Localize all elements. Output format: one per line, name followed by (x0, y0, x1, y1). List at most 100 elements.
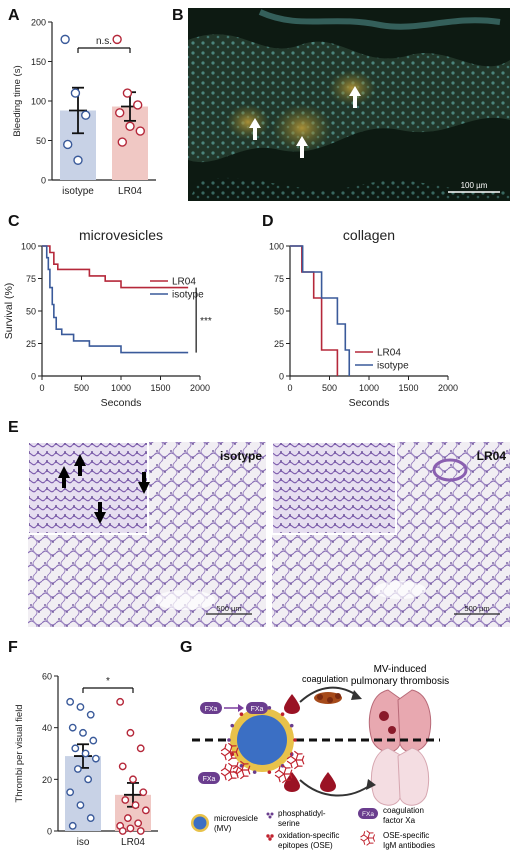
x-tick-label: 2000 (438, 383, 458, 393)
data-point (84, 775, 93, 784)
data-point (135, 126, 145, 136)
data-point (89, 736, 98, 745)
coagulation-label: coagulation (302, 674, 348, 684)
y-tick-label: 40 (42, 723, 52, 733)
data-point (112, 34, 122, 45)
igm-arm (220, 751, 231, 761)
membrane-dot (280, 712, 285, 716)
membrane-dot (227, 738, 231, 742)
x-tick-label: LR04 (121, 837, 145, 848)
data-point (86, 710, 95, 719)
clot-icon (314, 692, 342, 704)
data-point (73, 765, 82, 773)
y-tick-label: 25 (26, 339, 36, 349)
arrow-icon (58, 454, 150, 524)
data-point (76, 703, 85, 711)
data-point (129, 775, 137, 784)
data-point (131, 801, 140, 810)
igm-arm (281, 764, 291, 775)
membrane-dot (239, 712, 244, 716)
membrane-dot (230, 723, 235, 728)
legend-ose-sublabel: epitopes (OSE) (278, 841, 333, 850)
schematic-title-2: pulmonary thrombosis (351, 676, 449, 687)
y-tick-label: 150 (31, 57, 46, 67)
data-point (126, 824, 135, 833)
data-point (63, 139, 73, 150)
legend-label: LR04 (172, 277, 196, 288)
data-point (122, 88, 133, 98)
legend-ps-sublabel: serine (278, 819, 300, 828)
y-tick-label: 100 (269, 242, 284, 252)
igm-arm (232, 761, 243, 771)
data-point (136, 744, 145, 753)
igm-arm (366, 830, 374, 839)
legend-mv-sublabel: (MV) (214, 824, 232, 833)
igm-icon (220, 742, 239, 762)
x-tick-label: 1500 (398, 383, 418, 393)
igm-arm (281, 773, 291, 784)
data-point (118, 827, 127, 835)
igm-arm (239, 769, 249, 780)
data-point (121, 796, 130, 804)
scale-bar-label: 100 µm (461, 181, 488, 190)
arrow-icon (249, 86, 361, 158)
data-point (126, 728, 135, 737)
microvesicle-icon (230, 708, 294, 772)
membrane-dot (267, 706, 272, 710)
fxa-pill: FXa (246, 702, 268, 714)
legend-fxa-pill: FXa (362, 811, 374, 818)
y-tick-label: 75 (26, 274, 36, 284)
y-tick-label: 0 (31, 372, 36, 382)
blood-drop-icon (320, 772, 336, 792)
data-point (123, 814, 132, 822)
igm-arm (360, 837, 369, 845)
igm-icon (360, 830, 376, 846)
igm-arm (368, 834, 376, 842)
data-point (73, 155, 83, 165)
membrane-dot (293, 738, 297, 742)
igm-icon (220, 762, 239, 782)
mechanism-schematic: MV-induced pulmonary thrombosis coagulat… (191, 664, 449, 850)
data-point (116, 697, 125, 706)
legend-mv-label: microvesicle (214, 814, 259, 823)
data-point (134, 819, 143, 828)
y-tick-label: 0 (47, 827, 52, 837)
data-point (115, 108, 125, 118)
igm-antibodies (220, 742, 305, 784)
data-point (86, 814, 95, 822)
membrane-dot (252, 770, 257, 774)
survival-line-lr04 (42, 245, 189, 289)
svg-text:FXa: FXa (203, 776, 216, 783)
y-tick-label: 100 (21, 242, 36, 252)
data-point (125, 121, 135, 131)
y-tick-label: 20 (42, 775, 52, 785)
data-point (139, 788, 148, 797)
membrane-dot (289, 723, 294, 728)
significance-label: *** (200, 316, 212, 327)
data-point (81, 749, 90, 758)
data-point (133, 100, 143, 110)
blood-drop-icon (284, 772, 300, 792)
data-point (141, 806, 150, 815)
y-tick-label: 200 (31, 18, 46, 28)
igm-arm (220, 743, 231, 753)
legend: microvesicle (MV) phosphatidyl- serine o… (191, 806, 435, 850)
data-point (66, 697, 75, 706)
data-point (60, 34, 70, 45)
data-point (79, 728, 87, 737)
x-tick-label: iso (77, 837, 90, 848)
igm-icon (274, 764, 293, 784)
y-tick-label: 100 (31, 97, 46, 107)
scale-bar-label: 500 µm (464, 604, 489, 613)
panel-label-a: A (8, 7, 20, 24)
x-tick-label: 500 (74, 383, 89, 393)
igm-arm (296, 755, 305, 765)
svg-text:FXa: FXa (205, 706, 218, 713)
panel-label-c: C (8, 213, 20, 230)
significance-label: n.s. (96, 36, 112, 47)
x-tick-label: 500 (322, 383, 337, 393)
chart-title: microvesicles (79, 227, 163, 243)
